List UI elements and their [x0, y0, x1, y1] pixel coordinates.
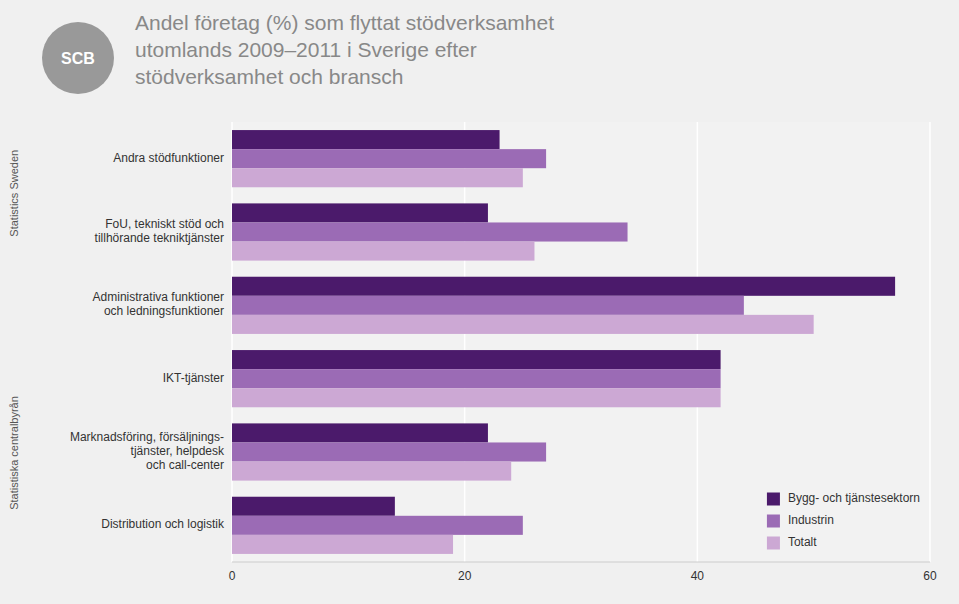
bar — [232, 242, 534, 261]
legend-label: Bygg- och tjänstesektorn — [788, 491, 920, 505]
bar — [232, 222, 628, 241]
chart-root: Statistics Sweden Statistiska centralbyrå… — [0, 0, 959, 604]
bar — [232, 369, 721, 388]
bar — [232, 442, 546, 461]
grid-line — [697, 122, 699, 562]
legend-label: Industrin — [788, 513, 834, 527]
bar — [232, 296, 744, 315]
title: Andel företag (%) som flyttat stödverksa… — [135, 11, 554, 88]
legend-label: Totalt — [788, 535, 817, 549]
legend-swatch — [767, 515, 780, 528]
category-label: IKT-tjänster — [163, 371, 224, 385]
background — [0, 0, 959, 604]
logo-circle — [42, 22, 114, 94]
bar — [232, 168, 523, 187]
category-label: Distribution och logistik — [101, 518, 225, 532]
bar — [232, 497, 395, 516]
tick-label: 40 — [691, 569, 705, 583]
tick-label: 60 — [923, 569, 937, 583]
bar — [232, 350, 721, 369]
side-label: Statistiska centralbyrån — [8, 396, 20, 510]
bar — [232, 516, 523, 535]
tick-label: 0 — [229, 569, 236, 583]
category-label: Marknadsföring, försäljnings-tjänster, h… — [70, 430, 225, 472]
bar — [232, 423, 488, 442]
legend: Bygg- och tjänstesektorn Industrin Totalt — [767, 491, 920, 549]
bar — [232, 203, 488, 222]
logo-text: SCB — [61, 50, 95, 67]
tick-label: 20 — [458, 569, 472, 583]
x-axis-line — [232, 562, 930, 563]
bar — [232, 130, 500, 149]
category-label: Andra stödfunktioner — [113, 151, 224, 165]
bar — [232, 462, 511, 481]
category-label: Administrativa funktioneroch ledningsfun… — [93, 291, 224, 319]
grid-line — [464, 122, 466, 562]
category-label: FoU, tekniskt stöd ochtillhörande teknik… — [95, 217, 224, 245]
bar — [232, 535, 453, 554]
grid-line — [231, 122, 233, 562]
bar — [232, 388, 721, 407]
bar — [232, 315, 814, 334]
side-label: Statistics Sweden — [8, 150, 20, 237]
plot-background — [232, 122, 930, 562]
grid-line — [929, 122, 931, 562]
legend-swatch — [767, 493, 780, 506]
legend-swatch — [767, 537, 780, 550]
bar — [232, 149, 546, 168]
bar — [232, 277, 895, 296]
